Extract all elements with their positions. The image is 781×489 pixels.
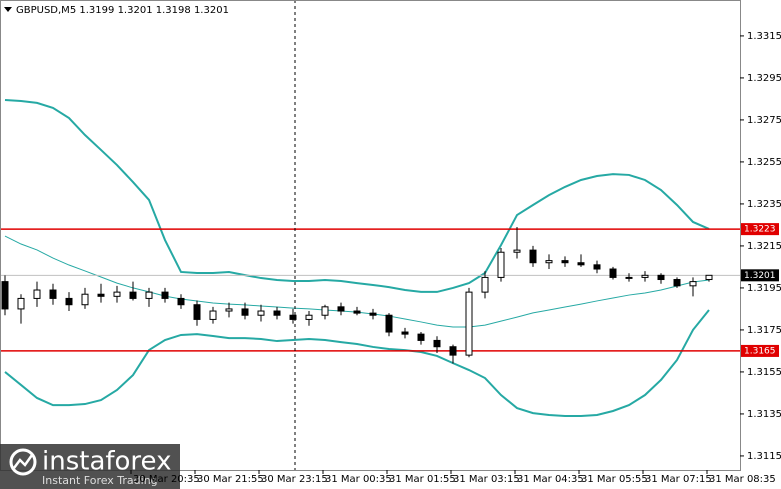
header-value: 1.3201	[194, 5, 229, 16]
level-label-box	[741, 344, 779, 357]
candle-body	[1, 281, 9, 310]
candle-body	[145, 291, 153, 299]
x-tick-label: 31 Mar 05:55	[581, 474, 648, 485]
y-tick-label: 1.3115	[747, 451, 781, 462]
candle-body	[369, 312, 377, 316]
candle-body	[177, 297, 185, 306]
x-tick-label: 30 Mar 21:55	[197, 474, 264, 485]
candle-body	[65, 297, 73, 306]
y-tick-label: 1.3235	[747, 199, 781, 210]
level-label: 1.3223	[744, 225, 776, 235]
candle-body	[641, 274, 649, 278]
candle-body	[209, 310, 217, 320]
y-tick-label: 1.3195	[747, 283, 781, 294]
y-tick-label: 1.3255	[747, 157, 781, 168]
candle-body	[577, 262, 585, 266]
candle-body	[129, 291, 137, 299]
y-tick-label: 1.3135	[747, 409, 781, 420]
plot-area	[0, 98, 740, 418]
candle-body	[161, 291, 169, 299]
x-tick-label: 31 Mar 04:35	[517, 474, 584, 485]
y-tick-label: 1.3275	[747, 115, 781, 126]
candle-body	[545, 260, 553, 264]
candle-body	[449, 346, 457, 356]
candle-body	[497, 251, 505, 278]
candle-body	[49, 289, 57, 299]
candle-body	[561, 260, 569, 264]
y-tick-label: 1.3315	[747, 31, 781, 42]
candle-body	[529, 249, 537, 264]
x-tick-label: 30 Mar 20:35	[133, 474, 200, 485]
candle-body	[273, 310, 281, 316]
candle-body	[385, 314, 393, 333]
x-tick-label: 31 Mar 00:35	[325, 474, 392, 485]
logo-icon	[9, 448, 37, 476]
logo-name: instaforex	[42, 447, 171, 477]
candle-body	[625, 276, 633, 279]
chart-title: GBPUSD,M5 1.3199 1.3201 1.3198 1.3201	[16, 5, 229, 16]
candle-body	[609, 268, 617, 278]
x-tick-label: 31 Mar 03:15	[453, 474, 520, 485]
candle-body	[97, 293, 105, 297]
candle-body	[513, 249, 521, 253]
logo-tagline: Instant Forex Trading	[42, 474, 158, 487]
candle-body	[705, 274, 713, 281]
level-label: 1.3165	[744, 346, 776, 356]
plot-frame	[0, 0, 741, 471]
candle-body	[353, 310, 361, 314]
candle-body	[433, 339, 441, 348]
header-value: 1.3198	[156, 5, 191, 16]
header-value: 1.3201	[118, 5, 153, 16]
candle-body	[193, 304, 201, 320]
candle-body	[241, 308, 249, 316]
candle-body	[337, 306, 345, 312]
candle-body	[417, 333, 425, 341]
logo-icon-arrow	[13, 454, 34, 469]
candle-body	[17, 297, 25, 310]
x-tick-label: 31 Mar 01:55	[389, 474, 456, 485]
candle-body	[33, 289, 41, 299]
candle-body	[465, 291, 473, 356]
candle-body	[481, 276, 489, 293]
level-label-box	[741, 223, 779, 236]
x-tick-label: 30 Mar 23:15	[261, 474, 328, 485]
x-tick-label: 31 Mar 08:35	[709, 474, 776, 485]
x-tick-label: 31 Mar 07:15	[645, 474, 712, 485]
header-arrow	[4, 7, 12, 12]
band-lower	[4, 309, 710, 418]
candle-body	[673, 279, 681, 287]
y-tick-label: 1.3215	[747, 241, 781, 252]
last-price-box	[741, 269, 779, 282]
candle-body	[113, 291, 121, 297]
logo: instaforex Instant Forex Trading	[0, 444, 180, 489]
header: GBPUSD,M5 1.3199 1.3201 1.3198 1.3201	[4, 5, 229, 16]
y-tick-label: 1.3175	[747, 325, 781, 336]
candle-body	[289, 314, 297, 320]
header-value: 1.3199	[79, 5, 114, 16]
candle-body	[657, 274, 665, 281]
candle-body	[321, 306, 329, 316]
candle-body	[401, 331, 409, 335]
band-upper	[4, 98, 710, 293]
candle-body	[81, 293, 89, 306]
candle-body	[225, 308, 233, 312]
candle-body	[593, 264, 601, 270]
y-tick-label: 1.3155	[747, 367, 781, 378]
symbol: GBPUSD,M5	[16, 5, 76, 16]
candle-body	[305, 314, 313, 320]
candle-body	[257, 310, 265, 316]
last-price-label: 1.3201	[744, 271, 776, 281]
candle-body	[689, 281, 697, 287]
y-tick-label: 1.3295	[747, 73, 781, 84]
